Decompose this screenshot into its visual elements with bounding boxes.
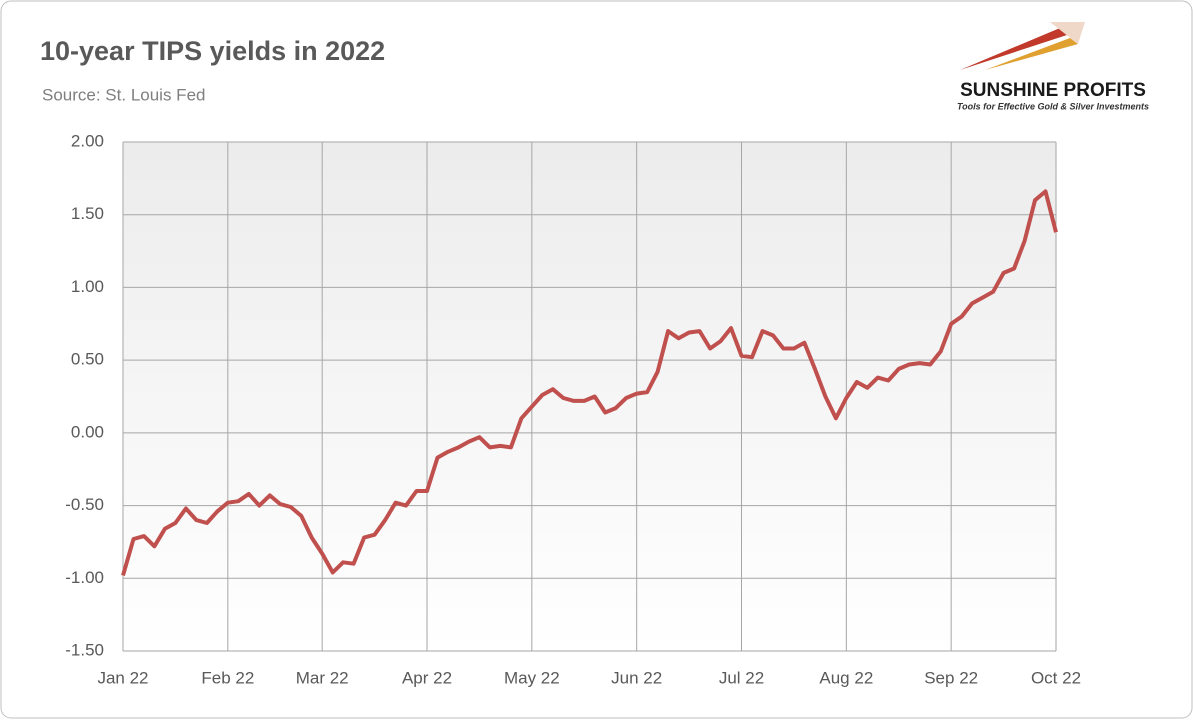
x-tick-label: Mar 22 — [296, 668, 349, 687]
y-tick-label: -1.50 — [65, 640, 104, 659]
x-tick-label: Feb 22 — [201, 668, 254, 687]
y-tick-label: 0.50 — [71, 350, 104, 369]
y-tick-label: -1.00 — [65, 568, 104, 587]
logo-stripe — [960, 28, 1070, 70]
y-tick-label: 1.00 — [71, 277, 104, 296]
plot-area — [123, 142, 1056, 651]
y-tick-label: 1.50 — [71, 204, 104, 223]
logo-tagline: Tools for Effective Gold & Silver Invest… — [957, 101, 1149, 111]
x-tick-label: Jun 22 — [611, 668, 662, 687]
logo: SUNSHINE PROFITS Tools for Effective Gol… — [957, 22, 1149, 111]
x-tick-label: Sep 22 — [924, 668, 978, 687]
x-tick-label: May 22 — [504, 668, 560, 687]
logo-stripe — [1050, 22, 1085, 44]
data-line — [121, 189, 1058, 576]
chart-title: 10-year TIPS yields in 2022 — [40, 36, 385, 66]
x-tick-label: Jul 22 — [719, 668, 764, 687]
x-tick-label: Oct 22 — [1031, 668, 1081, 687]
chart-subtitle: Source: St. Louis Fed — [42, 85, 205, 104]
y-tick-label: -0.50 — [65, 495, 104, 514]
y-tick-label: 2.00 — [71, 131, 104, 150]
logo-name: SUNSHINE PROFITS — [960, 80, 1146, 101]
y-tick-label: 0.00 — [71, 422, 104, 441]
x-tick-label: Aug 22 — [819, 668, 873, 687]
x-tick-label: Jan 22 — [97, 668, 148, 687]
logo-stripe — [985, 38, 1078, 70]
x-tick-label: Apr 22 — [402, 668, 452, 687]
